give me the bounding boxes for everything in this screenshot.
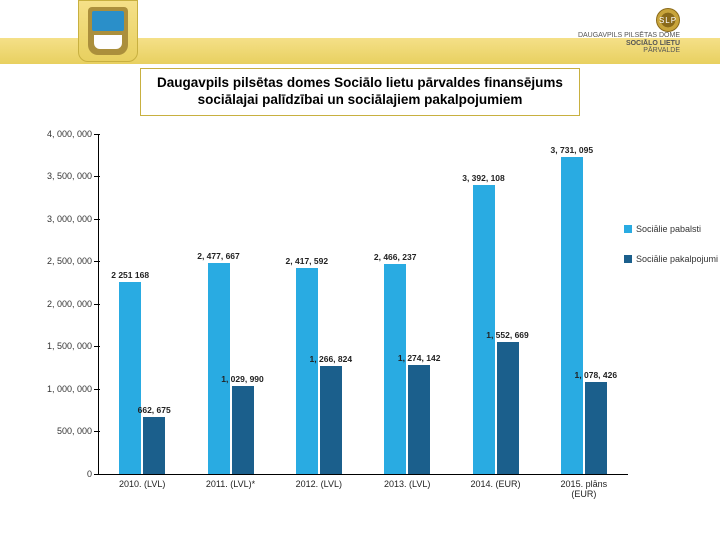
legend: Sociālie pabalsti Sociālie pakalpojumi — [624, 224, 718, 284]
bar-pakalp — [143, 417, 165, 473]
bar-label-pakalp: 1, 078, 426 — [575, 370, 618, 380]
org-line3: PĀRVALDE — [643, 47, 680, 54]
bar-pakalp — [408, 365, 430, 473]
legend-item-pakalp: Sociālie pakalpojumi — [624, 254, 718, 264]
logo-right: SLP DAUGAVPILS PILSĒTAS DOME SOCIĀLO LIE… — [578, 8, 680, 55]
page-title: Daugavpils pilsētas domes Sociālo lietu … — [140, 68, 580, 116]
x-category: 2012. (LVL) — [284, 480, 354, 490]
x-axis — [98, 474, 628, 475]
y-tick: 3, 000, 000 — [22, 214, 92, 224]
legend-swatch-pabalsti — [624, 225, 632, 233]
bar-pakalp — [497, 342, 519, 474]
bar-pabalsti — [208, 263, 230, 474]
bar-pabalsti — [119, 282, 141, 473]
legend-label-pabalsti: Sociālie pabalsti — [636, 224, 701, 234]
header: SLP DAUGAVPILS PILSĒTAS DOME SOCIĀLO LIE… — [0, 0, 720, 70]
bar-pakalp — [585, 382, 607, 474]
y-tick: 2, 500, 000 — [22, 256, 92, 266]
bar-label-pakalp: 662, 675 — [138, 405, 171, 415]
x-category: 2014. (EUR) — [461, 480, 531, 490]
shield-icon — [88, 7, 128, 55]
bar-label-pabalsti: 2, 466, 237 — [374, 252, 417, 262]
bar-label-pakalp: 1, 266, 824 — [310, 354, 353, 364]
logo-left — [78, 0, 138, 62]
y-tick: 1, 000, 000 — [22, 384, 92, 394]
y-tick: 4, 000, 000 — [22, 129, 92, 139]
bar-pabalsti — [296, 268, 318, 473]
y-tick: 1, 500, 000 — [22, 341, 92, 351]
bar-label-pabalsti: 2, 417, 592 — [286, 256, 329, 266]
y-tick: 500, 000 — [22, 426, 92, 436]
y-tick: 2, 000, 000 — [22, 299, 92, 309]
x-category: 2011. (LVL)* — [196, 480, 266, 490]
org-line2: SOCIĀLO LIETU — [626, 40, 680, 47]
bar-label-pakalp: 1, 552, 669 — [486, 330, 529, 340]
bar-label-pakalp: 1, 029, 990 — [221, 374, 264, 384]
slp-badge-icon: SLP — [656, 8, 680, 32]
x-category: 2013. (LVL) — [372, 480, 442, 490]
bar-pabalsti — [561, 157, 583, 474]
y-tick: 0 — [22, 469, 92, 479]
bar-pabalsti — [384, 264, 406, 474]
bar-label-pakalp: 1, 274, 142 — [398, 353, 441, 363]
legend-label-pakalp: Sociālie pakalpojumi — [636, 254, 718, 264]
bar-label-pabalsti: 2, 477, 667 — [197, 251, 240, 261]
plot-area: 2 251 168 662, 675 2, 477, 667 1, 029, 990 2… — [98, 134, 628, 474]
x-category: 2010. (LVL) — [107, 480, 177, 490]
legend-swatch-pakalp — [624, 255, 632, 263]
bar-label-pabalsti: 3, 392, 108 — [462, 173, 505, 183]
bar-pakalp — [232, 386, 254, 474]
org-line1: DAUGAVPILS PILSĒTAS DOME — [578, 32, 680, 39]
y-tick: 3, 500, 000 — [22, 171, 92, 181]
x-category: 2015. plāns (EUR) — [549, 480, 619, 500]
legend-item-pabalsti: Sociālie pabalsti — [624, 224, 718, 234]
bar-label-pabalsti: 3, 731, 095 — [551, 145, 594, 155]
bar-label-pabalsti: 2 251 168 — [111, 270, 149, 280]
bar-pakalp — [320, 366, 342, 474]
chart: 2 251 168 662, 675 2, 477, 667 1, 029, 990 2… — [10, 124, 710, 524]
